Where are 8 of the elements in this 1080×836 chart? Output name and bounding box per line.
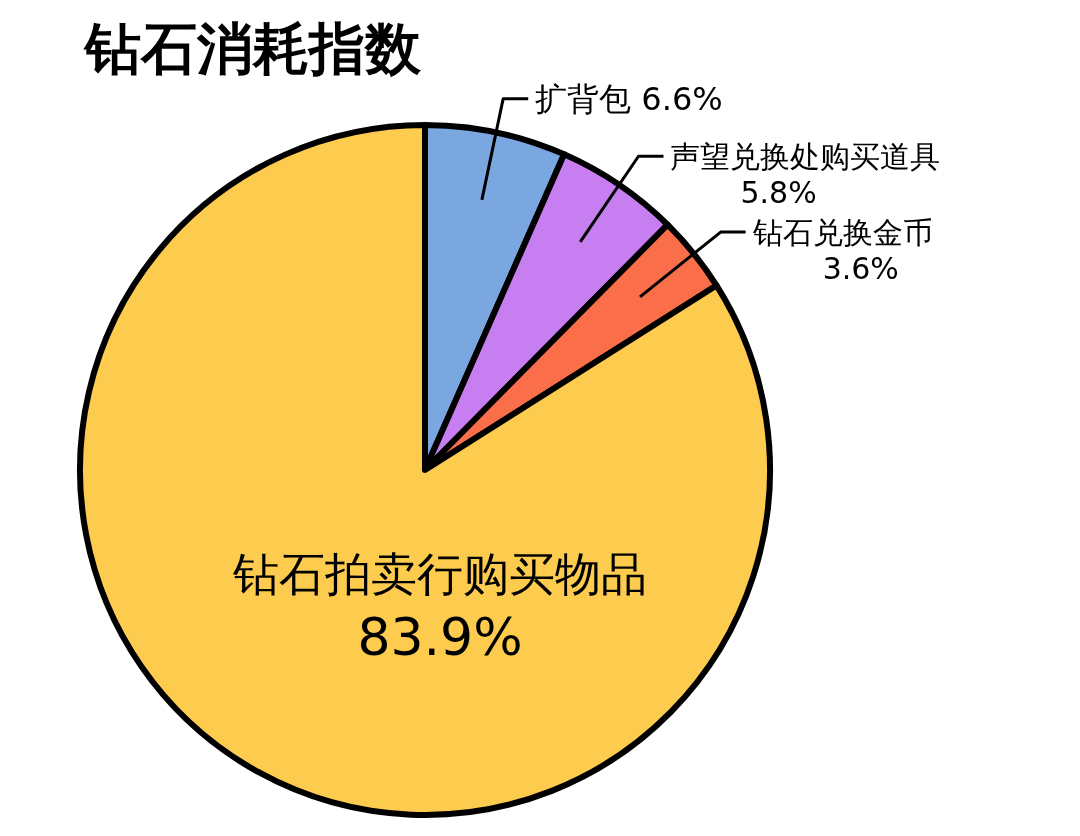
data-label: 83.9%: [357, 607, 523, 667]
data-label: 5.8%: [740, 175, 817, 211]
slice-label: 扩背包 6.6%: [535, 79, 723, 118]
slice-label: 声望兑换处购买道具: [670, 139, 941, 175]
slice-label: 钻石兑换金币: [751, 215, 933, 251]
chart-title: 钻石消耗指数: [83, 16, 422, 81]
data-label: 3.6%: [822, 251, 899, 287]
slice-label: 钻石拍卖行购买物品: [232, 547, 647, 601]
